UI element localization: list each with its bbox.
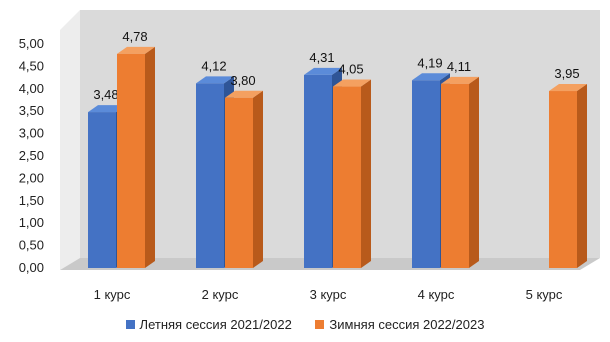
data-label: 3,95	[554, 66, 579, 81]
y-tick-label: 2,50	[19, 148, 44, 163]
legend-item-summer: Летняя сессия 2021/2022	[125, 317, 292, 332]
bar-top	[412, 73, 450, 81]
chart-side-wall	[60, 10, 80, 270]
y-tick-label: 3,00	[19, 126, 44, 141]
data-label: 4,11	[447, 59, 471, 74]
data-label: 4,05	[338, 62, 363, 77]
bar	[117, 53, 145, 268]
bars: 3,48 4,78 4,12 3,80 4,31 4,05 4,19 4,11 3,95	[88, 29, 587, 269]
legend-swatch-winter	[315, 320, 325, 330]
data-label: 3,80	[230, 73, 255, 88]
data-label: 4,19	[417, 55, 442, 70]
bar-top	[225, 90, 263, 98]
y-tick-label: 2,00	[19, 170, 44, 185]
bar-top	[333, 79, 371, 87]
y-tick-label: 1,50	[19, 193, 44, 208]
data-label: 4,12	[201, 58, 226, 73]
x-tick-label: 1 курс	[94, 287, 131, 302]
x-tick-label: 4 курс	[418, 287, 455, 302]
bar-top	[196, 76, 234, 84]
bar-top	[88, 105, 126, 113]
bar	[549, 91, 577, 268]
y-tick-label: 0,50	[19, 238, 44, 253]
bar-side	[145, 46, 155, 268]
bar-side	[361, 79, 371, 268]
bar-top	[549, 84, 587, 92]
bar	[441, 83, 469, 268]
bar-side	[577, 84, 587, 268]
x-tick-label: 5 курс	[526, 287, 563, 302]
data-label: 3,48	[93, 87, 118, 102]
y-tick-label: 4,50	[19, 58, 44, 73]
bar	[333, 86, 361, 268]
x-tick-label: 3 курс	[310, 287, 347, 302]
data-label: 4,78	[122, 29, 147, 44]
y-tick-label: 4,00	[19, 81, 44, 96]
legend-item-winter: Зимняя сессия 2022/2023	[315, 317, 484, 332]
y-tick-label: 3,50	[19, 103, 44, 118]
bar	[304, 74, 332, 268]
legend-label-winter: Зимняя сессия 2022/2023	[329, 317, 485, 332]
y-tick-label: 0,00	[19, 260, 44, 275]
bar-top	[441, 76, 479, 84]
y-tick-label: 5,00	[19, 36, 44, 51]
chart-legend: Летняя сессия 2021/2022 Зимняя сессия 20…	[0, 317, 610, 332]
x-tick-label: 2 курс	[202, 287, 239, 302]
bar	[225, 97, 253, 268]
bar-top	[117, 46, 155, 54]
bar	[88, 112, 116, 268]
data-label: 4,31	[309, 50, 334, 65]
bar-top	[304, 67, 342, 75]
y-tick-label: 1,00	[19, 215, 44, 230]
legend-swatch-summer	[125, 320, 135, 330]
legend-label-summer: Летняя сессия 2021/2022	[139, 317, 292, 332]
y-axis-ticks: 0,00 0,50 1,00 1,50 2,00 2,50 3,00 3,50 4,00 4,50…	[19, 36, 44, 275]
bar-side	[253, 90, 263, 268]
bar	[196, 83, 224, 268]
bar	[412, 80, 440, 269]
bar-side	[469, 76, 479, 268]
x-axis-ticks: 1 курс 2 курс 3 курс 4 курс 5 курс	[94, 287, 563, 302]
